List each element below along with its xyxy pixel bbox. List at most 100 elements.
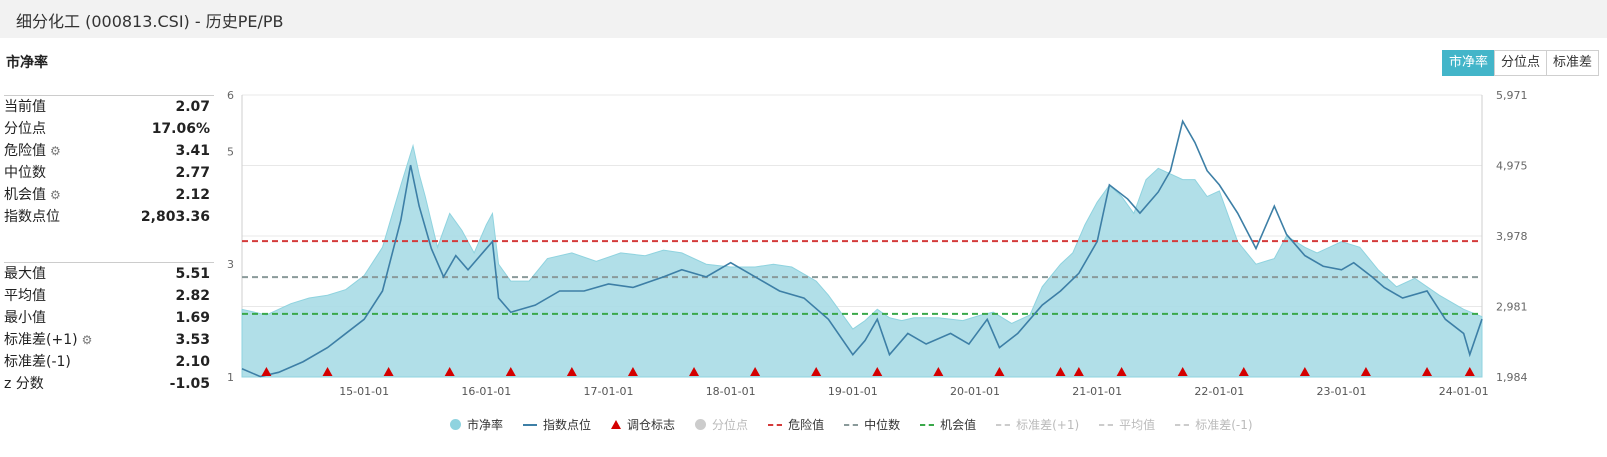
- stat-row: 最大值 5.51: [4, 263, 214, 285]
- stat-label: 最小值: [4, 307, 46, 329]
- rebalance-mark: [1073, 367, 1084, 376]
- rebalance-mark: [505, 367, 516, 376]
- stat-label: z 分数: [4, 373, 44, 395]
- stat-row: 中位数 2.77: [4, 162, 214, 184]
- gear-icon[interactable]: ⚙: [81, 333, 93, 347]
- stat-label-text: 最小值: [4, 310, 46, 326]
- stat-value: 2.77: [175, 165, 210, 181]
- stat-row: 最小值 1.69: [4, 307, 214, 329]
- rebalance-mark: [566, 367, 577, 376]
- stat-value: 3.53: [175, 332, 210, 348]
- x-tick-label: 23-01-01: [1317, 385, 1367, 398]
- x-tick-label: 16-01-01: [461, 385, 511, 398]
- x-tick-label: 20-01-01: [950, 385, 1000, 398]
- y-left-tick-label: 3: [227, 258, 234, 271]
- stat-label-text: 指数点位: [4, 209, 60, 225]
- stat-row: 标准差(+1) ⚙ 3.53: [4, 329, 214, 351]
- stat-label-text: 机会值: [4, 187, 46, 203]
- stat-label: 危险值 ⚙: [4, 140, 61, 162]
- y-right-tick-label: 2,981: [1496, 300, 1528, 313]
- x-tick-label: 15-01-01: [339, 385, 389, 398]
- legend-item[interactable]: 中位数: [844, 416, 900, 433]
- legend-item[interactable]: 分位点: [695, 416, 748, 433]
- rebalance-mark: [811, 367, 822, 376]
- gear-icon[interactable]: ⚙: [50, 144, 61, 158]
- rebalance-mark: [933, 367, 944, 376]
- chart-legend: 市净率 指数点位 调仓标志 分位点 危险值 中位数 机会值 标准差(+1) 平均值 标准差(-1): [450, 416, 1273, 433]
- stat-label-text: z 分数: [4, 376, 44, 392]
- stat-value: 5.51: [175, 266, 210, 282]
- rebalance-mark: [322, 367, 333, 376]
- stats-panel-summary: 最大值 5.51 平均值 2.82 最小值 1.69 标准差(+1) ⚙ 3.53 标准差(-1)…: [4, 262, 214, 395]
- stat-row: 分位点 17.06%: [4, 118, 214, 140]
- stat-label-text: 标准差(+1): [4, 332, 78, 348]
- stat-row: 当前值 2.07: [4, 96, 214, 118]
- stat-value: 2.12: [175, 187, 210, 203]
- legend-item[interactable]: 标准差(+1): [996, 416, 1079, 433]
- rebalance-mark: [383, 367, 394, 376]
- legend-item[interactable]: 调仓标志: [611, 416, 675, 433]
- stat-value: 2.82: [175, 288, 210, 304]
- legend-label: 市净率: [467, 418, 504, 432]
- triangle-icon: [611, 420, 622, 429]
- x-tick-label: 21-01-01: [1072, 385, 1122, 398]
- y-left-tick-label: 5: [227, 145, 234, 158]
- tab-0[interactable]: 市净率: [1441, 50, 1495, 76]
- tab-2[interactable]: 标准差: [1545, 50, 1599, 76]
- dot-icon: [450, 419, 461, 430]
- stat-label: 标准差(-1): [4, 351, 71, 373]
- legend-item[interactable]: 机会值: [920, 416, 976, 433]
- legend-item[interactable]: 平均值: [1099, 416, 1155, 433]
- legend-label: 调仓标志: [627, 418, 676, 432]
- line-icon: [920, 423, 935, 426]
- stat-label-text: 标准差(-1): [4, 354, 71, 370]
- line-icon: [1175, 423, 1190, 426]
- rebalance-mark: [750, 367, 761, 376]
- stat-label: 指数点位: [4, 206, 60, 228]
- rebalance-mark: [1177, 367, 1188, 376]
- stat-label-text: 危险值: [4, 143, 46, 159]
- stat-value: 2,803.36: [140, 209, 210, 225]
- rebalance-mark: [444, 367, 455, 376]
- line-icon: [996, 423, 1011, 426]
- legend-item[interactable]: 危险值: [768, 416, 824, 433]
- x-tick-label: 17-01-01: [584, 385, 634, 398]
- y-left-tick-label: 1: [227, 371, 234, 384]
- x-tick-label: 24-01-01: [1439, 385, 1489, 398]
- stat-row: 机会值 ⚙ 2.12: [4, 184, 214, 206]
- rebalance-mark: [689, 367, 700, 376]
- legend-item[interactable]: 指数点位: [523, 416, 591, 433]
- y-left-tick-label: 6: [227, 89, 234, 102]
- y-right-tick-label: 3,978: [1496, 230, 1528, 243]
- rebalance-mark: [1055, 367, 1066, 376]
- legend-label: 机会值: [940, 418, 977, 432]
- dot-icon: [695, 419, 707, 430]
- page-title: 细分化工 (000813.CSI) - 历史PE/PB: [16, 12, 284, 31]
- view-tabs: 市净率 分位点 标准差: [1441, 50, 1599, 76]
- stat-value: -1.05: [169, 376, 210, 392]
- legend-label: 分位点: [712, 418, 749, 432]
- stat-label-text: 平均值: [4, 288, 46, 304]
- stat-label: 平均值: [4, 285, 46, 307]
- rebalance-mark: [261, 367, 272, 376]
- x-tick-label: 22-01-01: [1194, 385, 1244, 398]
- legend-label: 中位数: [864, 418, 901, 432]
- stat-row: z 分数 -1.05: [4, 373, 214, 395]
- stat-label-text: 最大值: [4, 266, 46, 282]
- y-right-tick-label: 1,984: [1496, 371, 1528, 384]
- stats-panel-current: 当前值 2.07 分位点 17.06% 危险值 ⚙ 3.41 中位数 2.77 机会值 ⚙ 2.12 指…: [4, 95, 214, 228]
- legend-label: 标准差(-1): [1195, 418, 1253, 432]
- gear-icon[interactable]: ⚙: [50, 188, 61, 202]
- legend-label: 危险值: [788, 418, 825, 432]
- legend-label: 平均值: [1119, 418, 1156, 432]
- stat-label: 机会值 ⚙: [4, 184, 61, 206]
- rebalance-mark: [1360, 367, 1371, 376]
- legend-item[interactable]: 市净率: [450, 416, 503, 433]
- index-line-series: [241, 119, 1483, 378]
- legend-label: 指数点位: [543, 418, 592, 432]
- stat-label-text: 中位数: [4, 165, 46, 181]
- rebalance-mark: [1464, 367, 1475, 376]
- legend-item[interactable]: 标准差(-1): [1175, 416, 1253, 433]
- line-icon: [1099, 423, 1114, 426]
- tab-1[interactable]: 分位点: [1493, 50, 1547, 76]
